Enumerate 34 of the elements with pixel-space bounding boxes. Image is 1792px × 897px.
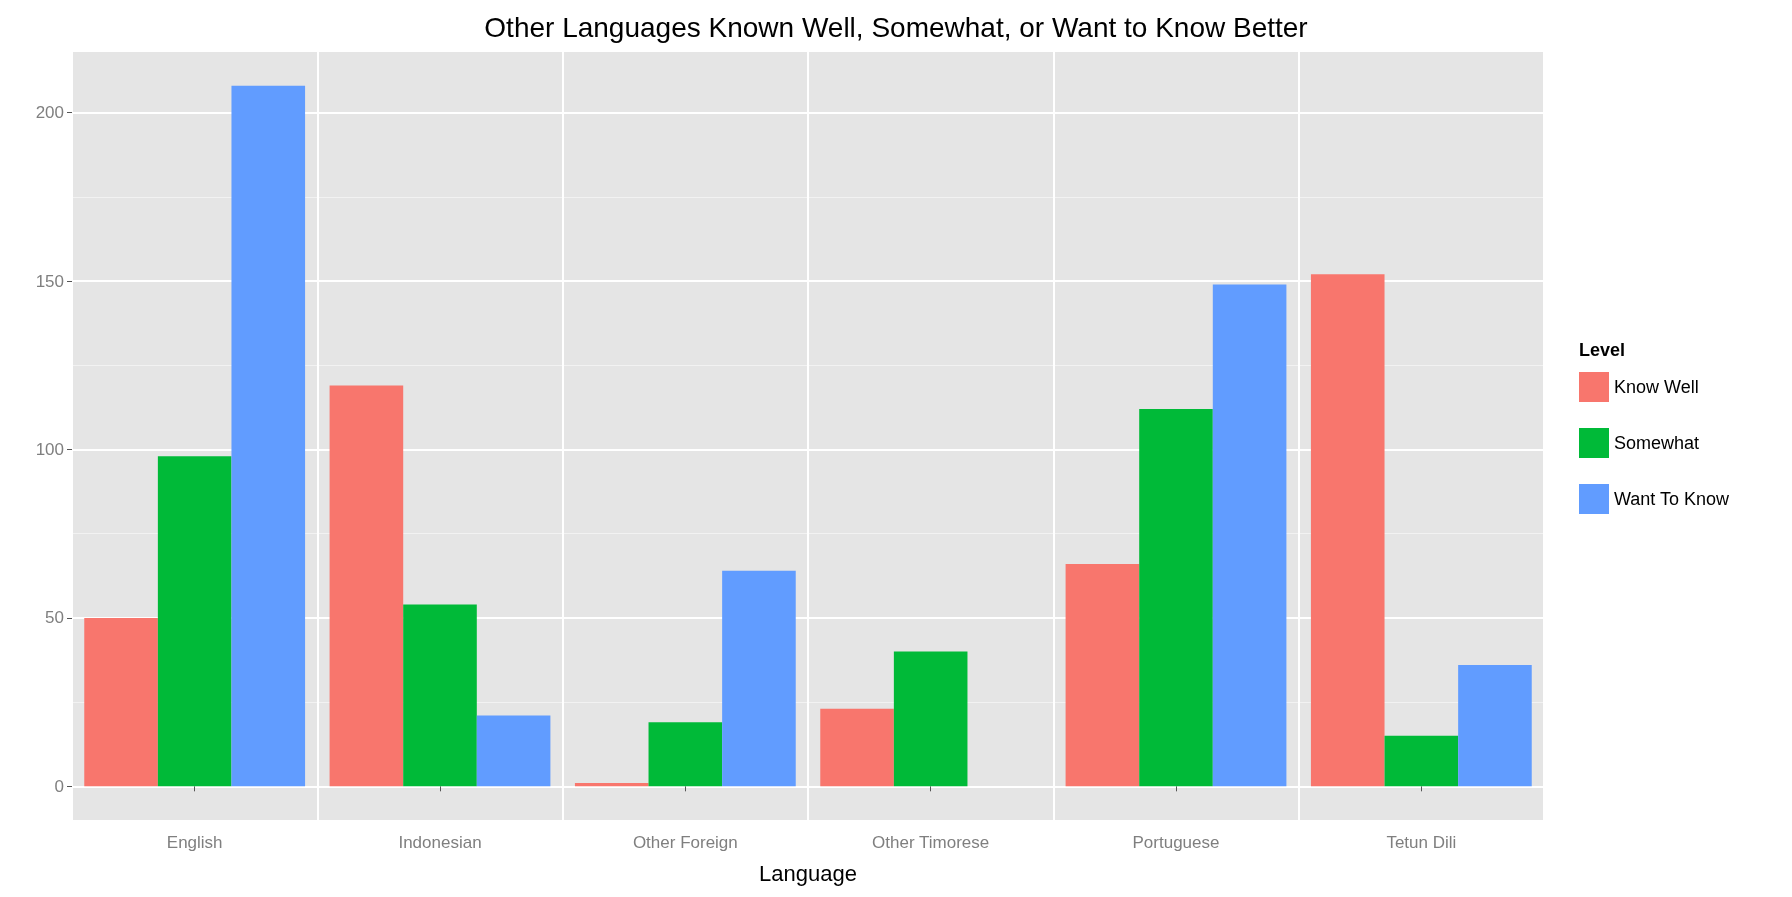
x-axis-title: Language [759,860,857,886]
x-tick-label: Tetun Dili [1386,833,1457,852]
bar [84,617,158,787]
bar [722,570,796,787]
x-tick-label: Other Foreign [632,833,738,852]
y-tick-label: 100 [35,439,64,459]
bar [893,651,968,787]
legend-label: Want To Know [1614,489,1731,509]
bar [648,722,723,787]
legend-label: Somewhat [1614,433,1700,453]
y-tick-label: 50 [45,608,64,628]
bar [1310,274,1385,787]
x-tick-label: English [166,833,223,852]
bar [231,85,306,787]
y-tick-label: 200 [35,103,64,123]
bar [1212,284,1287,787]
y-tick-label: 0 [54,776,64,796]
bar [820,708,894,787]
bar [476,715,551,787]
bar [1139,409,1213,787]
y-tick-label: 150 [35,271,64,291]
x-tick-label: Indonesian [398,833,482,852]
bar [574,782,649,787]
bar [403,604,477,787]
x-tick-label: Other Timorese [872,833,990,852]
legend-title: Level [1579,340,1626,360]
bar [1458,665,1532,787]
bar [329,385,404,787]
bar [1065,564,1140,787]
bar [1384,735,1459,787]
legend-label: Know Well [1614,377,1699,397]
bar [157,456,232,787]
chart-title: Other Languages Known Well, Somewhat, or Want to Know Better [484,11,1308,43]
x-tick-label: Portuguese [1132,833,1220,852]
